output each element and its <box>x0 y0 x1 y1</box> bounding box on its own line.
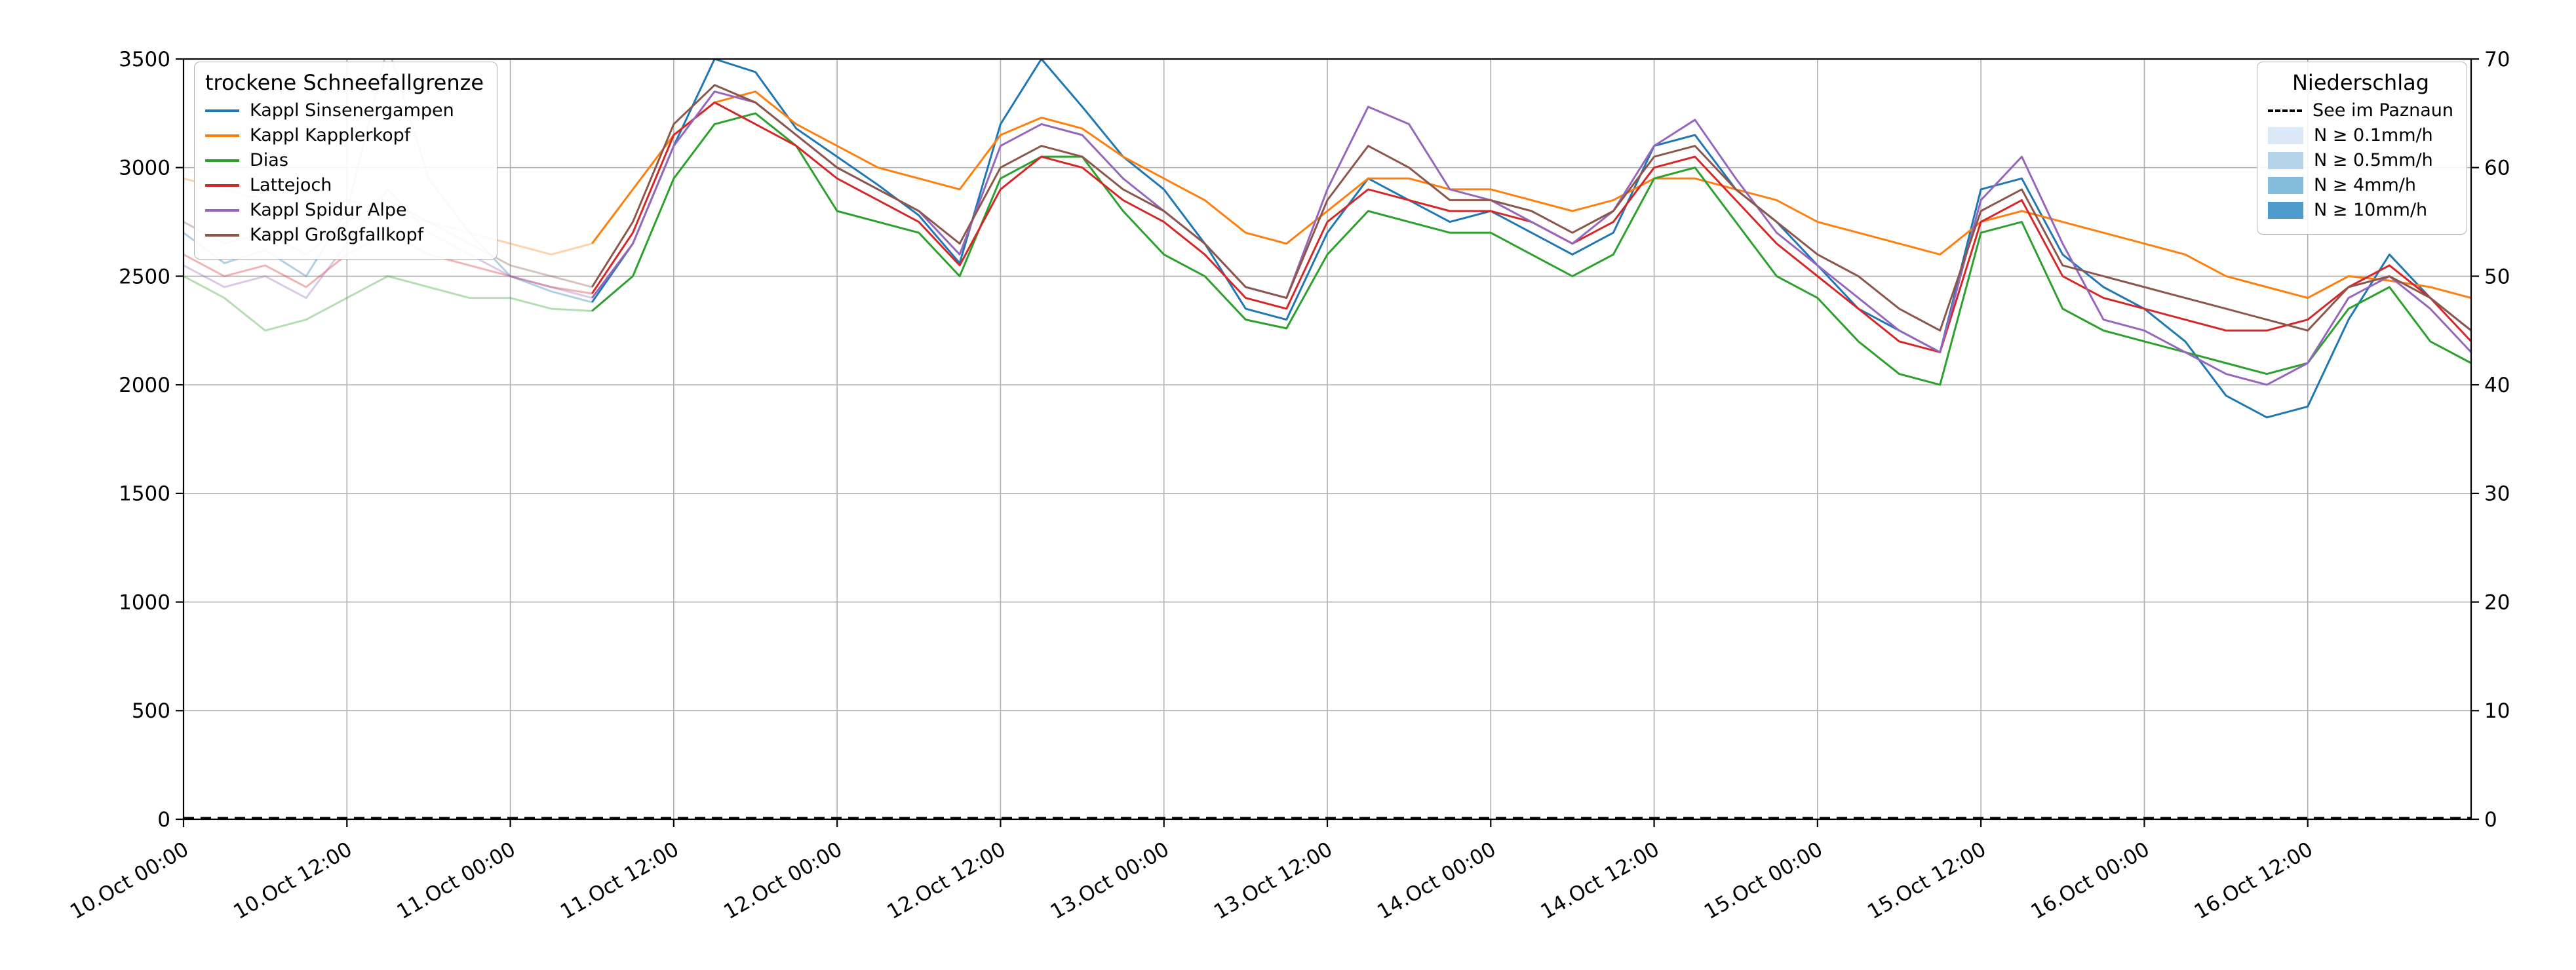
legend-precipitation: Niederschlag See im Paznaun N ≥ 0.1mm/h N … <box>2257 62 2467 235</box>
legend-dashed-line-swatch <box>2268 109 2302 112</box>
legend-entry-kappl-spidur-alpe: Kappl Spidur Alpe <box>205 200 484 220</box>
legend-line-swatch <box>205 184 239 187</box>
legend-entry-label: N ≥ 0.1mm/h <box>2314 125 2433 146</box>
legend-snowline-entries: Kappl Sinsenergampen Kappl Kapplerkopf Dia… <box>205 100 484 245</box>
legend-line-swatch <box>205 208 239 212</box>
legend-snowline: trockene Schneefallgrenze Kappl Sinsener… <box>194 62 498 260</box>
svg-text:70: 70 <box>2484 48 2510 71</box>
legend-entry-see-im-paznaun: See im Paznaun <box>2268 100 2453 121</box>
legend-entry-n-4mm-h: N ≥ 4mm/h <box>2268 175 2453 195</box>
legend-entry-label: Dias <box>250 150 288 170</box>
svg-text:10: 10 <box>2484 699 2510 723</box>
svg-text:3500: 3500 <box>119 48 170 71</box>
legend-entry-label: Kappl Spidur Alpe <box>250 200 407 220</box>
legend-entry-kappl-kapplerkopf: Kappl Kapplerkopf <box>205 125 484 146</box>
legend-patch-swatch <box>2268 176 2303 194</box>
legend-entry-n-0-5mm-h: N ≥ 0.5mm/h <box>2268 150 2453 170</box>
legend-precipitation-entries: See im Paznaun N ≥ 0.1mm/h N ≥ 0.5mm/h N ≥ … <box>2268 100 2453 220</box>
svg-text:2500: 2500 <box>119 265 170 288</box>
svg-text:50: 50 <box>2484 265 2510 288</box>
svg-text:40: 40 <box>2484 374 2510 397</box>
legend-entry-label: Kappl Sinsenergampen <box>250 100 454 121</box>
legend-line-swatch <box>205 134 239 137</box>
legend-entry-kappl-gro-gfallkopf: Kappl Großgfallkopf <box>205 225 484 245</box>
legend-patch-swatch <box>2268 201 2303 219</box>
legend-entry-label: N ≥ 4mm/h <box>2314 175 2416 195</box>
legend-entry-label: Lattejoch <box>250 175 332 195</box>
legend-line-swatch <box>205 233 239 237</box>
legend-entry-n-0-1mm-h: N ≥ 0.1mm/h <box>2268 125 2453 146</box>
legend-precipitation-title: Niederschlag <box>2292 70 2430 95</box>
svg-text:20: 20 <box>2484 591 2510 614</box>
series-line <box>591 112 2471 386</box>
svg-text:2000: 2000 <box>119 374 170 397</box>
svg-text:30: 30 <box>2484 482 2510 506</box>
legend-entry-label: Kappl Großgfallkopf <box>250 225 424 245</box>
legend-entry-label: N ≥ 0.5mm/h <box>2314 150 2433 170</box>
legend-entry-label: See im Paznaun <box>2313 100 2453 121</box>
legend-line-swatch <box>205 159 239 162</box>
svg-text:0: 0 <box>157 808 170 832</box>
svg-text:60: 60 <box>2484 157 2510 180</box>
legend-line-swatch <box>205 109 239 112</box>
svg-text:500: 500 <box>132 699 170 723</box>
legend-patch-swatch <box>2268 151 2303 169</box>
legend-entry-lattejoch: Lattejoch <box>205 175 484 195</box>
series-line <box>591 84 2471 332</box>
series-line <box>591 59 2471 419</box>
svg-text:0: 0 <box>2484 808 2497 832</box>
legend-entry-dias: Dias <box>205 150 484 170</box>
grid-lines <box>183 58 2471 820</box>
legend-entry-label: N ≥ 10mm/h <box>2314 200 2428 220</box>
legend-snowline-title: trockene Schneefallgrenze <box>205 70 484 95</box>
legend-entry-kappl-sinsenergampen: Kappl Sinsenergampen <box>205 100 484 121</box>
series-line <box>591 90 2471 300</box>
svg-text:1500: 1500 <box>119 482 170 506</box>
svg-text:3000: 3000 <box>119 157 170 180</box>
legend-entry-label: Kappl Kapplerkopf <box>250 125 411 146</box>
svg-text:1000: 1000 <box>119 591 170 614</box>
series-line-faded <box>184 275 593 332</box>
legend-patch-swatch <box>2268 126 2303 144</box>
legend-entry-n-10mm-h: N ≥ 10mm/h <box>2268 200 2453 220</box>
